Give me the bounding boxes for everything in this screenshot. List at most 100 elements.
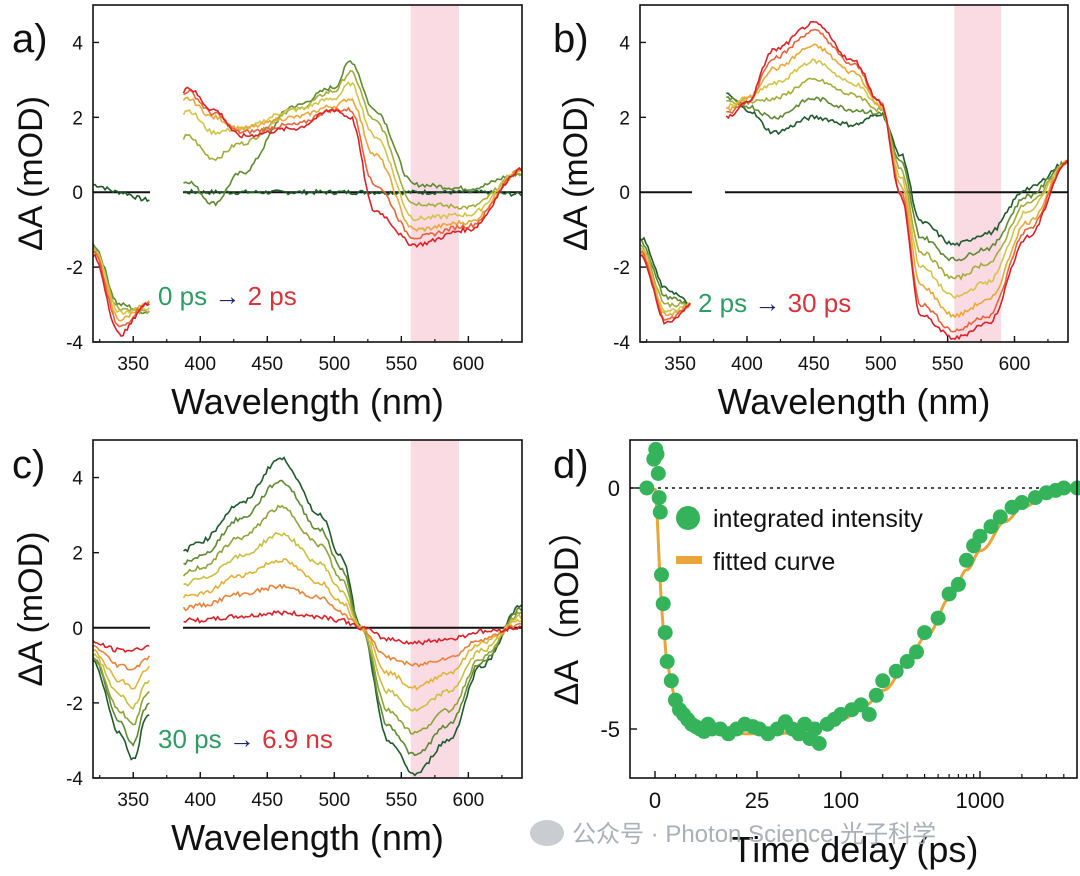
data-point	[888, 663, 904, 679]
y-tick-label: -2	[613, 258, 630, 279]
panel-c: 350 400 450 500 550 600 -4 -2 0 2 4 c) Wavelength (n…	[12, 439, 523, 858]
data-point	[652, 504, 668, 520]
x-tick-label: 350	[664, 354, 696, 375]
data-point	[1056, 480, 1072, 496]
annotation-end: 30 ps	[788, 288, 852, 318]
y-tick-label: 2	[72, 108, 83, 129]
x-tick-label: 350	[117, 790, 149, 811]
y-tick-label: 0	[619, 183, 630, 204]
data-point	[941, 586, 957, 602]
data-point	[875, 673, 891, 689]
panel-label: c)	[12, 443, 45, 487]
x-tick-label: 600	[999, 354, 1031, 375]
data-point	[1069, 480, 1080, 496]
series-line-30-ps	[93, 456, 522, 777]
x-tick-label: 550	[385, 354, 417, 375]
panel-label: d)	[553, 443, 589, 487]
time-annotation: 0 ps → 2 ps	[158, 281, 297, 311]
y-tick-label: -5	[600, 717, 620, 742]
panel-a: 350 400 450 500 550 600 -4 -2 0 2 4 a) Wavelength (n…	[12, 4, 523, 422]
y-tick-label: -2	[66, 694, 83, 715]
annotation-arrow: →	[214, 281, 247, 311]
x-tick-label: 450	[798, 354, 830, 375]
series-line-400-ps	[93, 504, 522, 735]
data-point	[1014, 495, 1030, 510]
x-tick-label: 450	[251, 354, 283, 375]
x-tick-label: 600	[453, 790, 485, 811]
annotation-end: 2 ps	[248, 281, 297, 311]
data-point	[959, 552, 974, 568]
x-tick-label: 400	[184, 790, 216, 811]
series-line-900-ps	[93, 531, 522, 712]
x-axis-label: Wavelength (nm)	[171, 381, 444, 422]
y-tick-label: -2	[66, 258, 83, 279]
shaded-region	[410, 440, 459, 778]
x-tick-label: 550	[385, 790, 417, 811]
legend-marker-line	[676, 556, 702, 564]
data-point	[654, 567, 669, 583]
x-axis-label: Wavelength (nm)	[171, 817, 444, 858]
x-tick-label: 500	[865, 354, 897, 375]
y-tick-label: 0	[72, 183, 83, 204]
x-axis-label: Wavelength (nm)	[718, 381, 991, 422]
y-tick-label: 0	[72, 619, 83, 640]
y-tick-label: 4	[72, 33, 83, 54]
x-tick-label: 500	[318, 790, 350, 811]
annotation-arrow: →	[754, 288, 787, 318]
x-tick-label: 25	[745, 788, 769, 813]
panel-b: 350 400 450 500 550 600 -4 -2 0 2 4 b) Wavelength (n…	[553, 4, 1069, 422]
plot-frame	[92, 4, 523, 343]
data-point	[650, 466, 666, 481]
y-tick-label: 4	[619, 33, 630, 54]
series-line-12-ps	[640, 58, 1068, 313]
data-point	[655, 596, 671, 612]
annotation-end: 6.9 ns	[262, 724, 333, 754]
y-tick-label: 4	[72, 469, 83, 490]
data-point	[909, 644, 924, 660]
data-point	[950, 576, 966, 592]
panel-label: b)	[553, 17, 589, 61]
legend-marker-points	[676, 506, 700, 530]
x-tick-label: 550	[932, 354, 964, 375]
data-point	[649, 446, 665, 462]
x-tick-label: 1000	[956, 788, 1005, 813]
x-tick-label: 500	[318, 354, 350, 375]
wechat-icon	[530, 820, 564, 846]
data-point	[659, 654, 675, 669]
shaded-region	[954, 5, 1002, 342]
data-point	[972, 528, 988, 544]
legend-label: integrated intensity	[713, 505, 923, 533]
shaded-region	[410, 5, 459, 342]
plot-frame	[639, 4, 1069, 343]
x-tick-label: 600	[453, 354, 485, 375]
y-tick-label: -4	[66, 333, 83, 354]
data-point	[811, 736, 827, 751]
series-line-6.9-ns	[93, 609, 522, 653]
annotation-start: 30 ps	[158, 724, 229, 754]
panel-label: a)	[12, 17, 48, 61]
y-axis-label: ΔA (mOD)	[12, 96, 50, 251]
y-axis-label: ΔA (mOD)	[557, 96, 595, 251]
y-axis-label: ΔA（mOD）	[548, 513, 586, 706]
y-tick-label: -4	[613, 333, 630, 354]
series-line-3.5-ns	[93, 583, 522, 671]
y-axis-label: ΔA (mOD)	[12, 532, 50, 687]
data-point	[899, 654, 915, 669]
data-point	[917, 625, 933, 641]
plot-frame	[629, 439, 1078, 779]
x-tick-label: 450	[251, 790, 283, 811]
time-annotation: 2 ps → 30 ps	[698, 288, 851, 318]
data-point	[983, 519, 999, 535]
annotation-start: 2 ps	[698, 288, 754, 318]
x-tick-label: 350	[117, 354, 149, 375]
y-tick-label: 2	[72, 544, 83, 565]
y-tick-label: 2	[619, 108, 630, 129]
series-line-30-ps	[640, 20, 1068, 341]
data-point	[663, 673, 679, 689]
series-line-0-ps	[93, 183, 522, 203]
data-point	[651, 490, 667, 506]
series-line-23-ps	[640, 28, 1068, 333]
y-tick-label: -4	[66, 769, 83, 790]
x-tick-label: 100	[822, 788, 859, 813]
data-point	[861, 707, 877, 722]
